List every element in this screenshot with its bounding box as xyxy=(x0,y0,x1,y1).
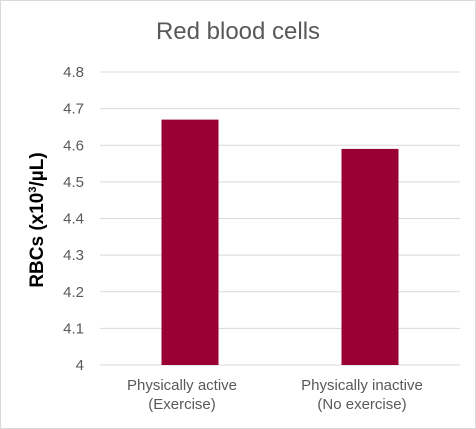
x-tick-label-active: Physically active (Exercise) xyxy=(87,376,277,414)
y-tick-label: 4.6 xyxy=(63,137,84,154)
y-tick-label: 4.8 xyxy=(63,64,84,81)
x-tick-label-inactive-line2: (No exercise) xyxy=(317,396,407,413)
chart-title: Red blood cells xyxy=(155,18,321,45)
x-tick-label-active-line1: Physically active xyxy=(126,377,238,394)
y-tick-label: 4.2 xyxy=(63,284,84,301)
x-tick-label-inactive-line1: Physically inactive xyxy=(301,377,423,394)
bar xyxy=(161,119,219,365)
y-tick-label: 4 xyxy=(76,357,84,374)
y-tick-label: 4.5 xyxy=(63,174,84,191)
x-tick-label-inactive: Physically inactive (No exercise) xyxy=(267,376,457,414)
x-tick-label-active-line2: (Exercise) xyxy=(148,396,216,413)
y-tick-label: 4.3 xyxy=(63,247,84,264)
y-tick-label: 4.1 xyxy=(63,320,84,337)
y-tick-label: 4.4 xyxy=(63,211,84,228)
y-tick-label: 4.7 xyxy=(63,101,84,118)
bar xyxy=(341,148,399,365)
